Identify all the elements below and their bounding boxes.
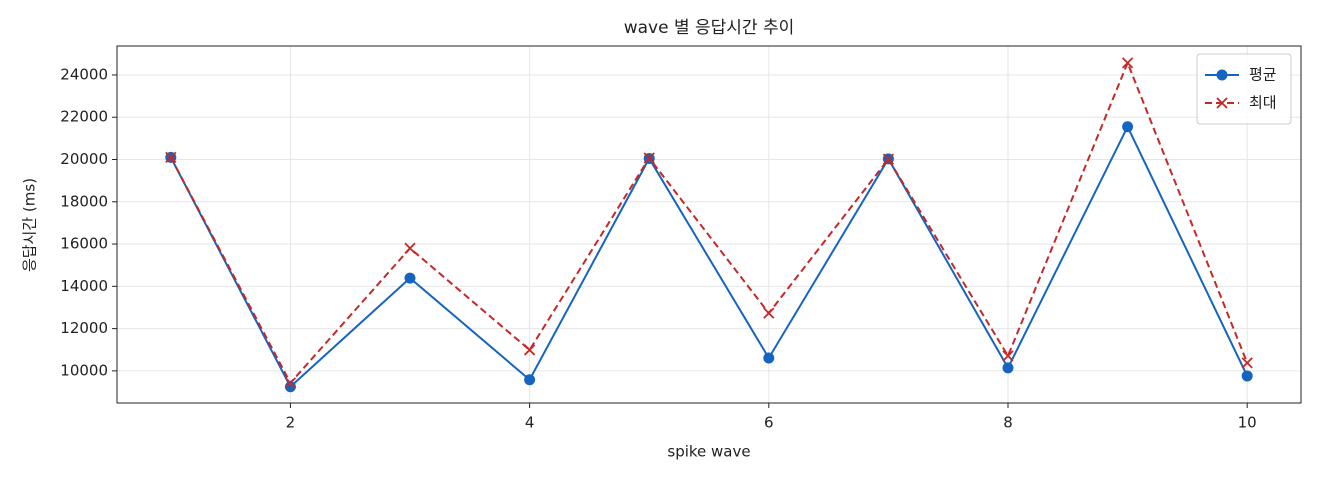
y-tick-label: 12000: [60, 319, 108, 337]
marker: [523, 344, 536, 356]
marker: [1241, 370, 1253, 382]
x-axis-label: spike wave: [667, 443, 750, 461]
marker: [284, 381, 296, 393]
y-tick-label: 22000: [60, 108, 108, 126]
marker: [763, 307, 775, 319]
x-tick-label: 2: [286, 414, 296, 432]
line: [169, 60, 1249, 385]
marker: [1121, 57, 1134, 69]
y-tick-label: 24000: [60, 65, 108, 83]
marker: [763, 352, 775, 364]
legend-label: 평균: [1249, 66, 1277, 84]
plot-frame: [116, 45, 1302, 404]
legend-marker: [1216, 97, 1228, 109]
y-tick-label: 20000: [60, 150, 108, 168]
legend-box: [1196, 53, 1292, 125]
marker: [404, 272, 416, 284]
marker: [1002, 362, 1014, 374]
marker: [882, 153, 895, 165]
marker: [1002, 350, 1014, 362]
y-tick-label: 14000: [60, 277, 108, 295]
marker: [165, 151, 177, 164]
line: [169, 124, 1249, 389]
marker: [524, 374, 536, 386]
marker: [1122, 121, 1134, 133]
x-tick-label: 6: [764, 414, 774, 432]
y-tick-label: 10000: [60, 361, 108, 379]
legend-marker: [1216, 69, 1228, 81]
legend-label: 최대: [1249, 94, 1277, 112]
marker: [404, 242, 416, 254]
y-tick-label: 18000: [60, 192, 108, 210]
marker: [284, 377, 297, 389]
chart-title: wave 별 응답시간 추이: [624, 18, 795, 38]
marker: [643, 152, 655, 164]
marker: [1241, 357, 1253, 369]
y-tick-label: 16000: [60, 235, 108, 253]
x-tick-label: 4: [525, 414, 535, 432]
x-tick-label: 8: [1003, 414, 1013, 432]
y-axis-label: 응답시간 (ms): [21, 178, 39, 272]
x-tick-label: 10: [1238, 414, 1257, 432]
